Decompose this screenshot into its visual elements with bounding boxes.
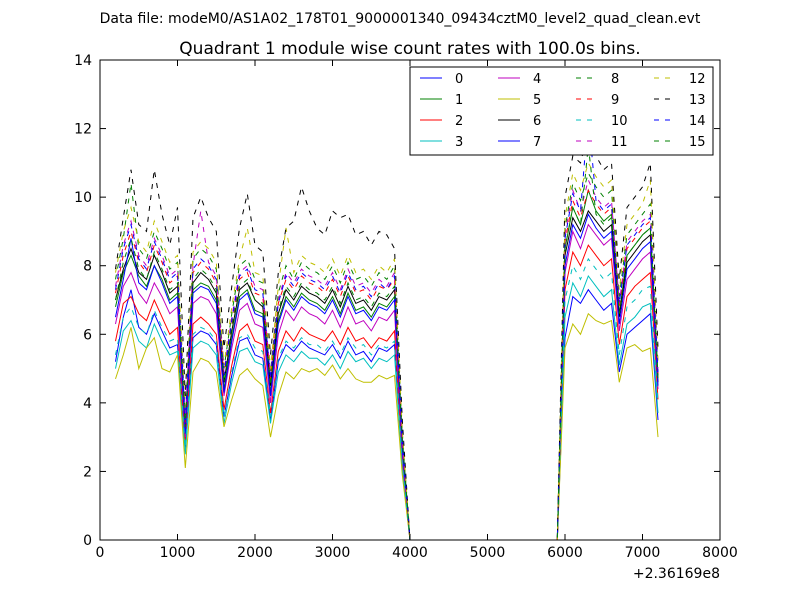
legend-label-12: 12 [689, 72, 706, 87]
series-line-9 [115, 189, 659, 541]
legend-label-14: 14 [689, 114, 706, 129]
y-tick-label: 2 [83, 464, 92, 480]
legend-label-8: 8 [611, 72, 619, 87]
legend-label-4: 4 [533, 72, 541, 87]
legend-label-1: 1 [455, 93, 463, 108]
figure-suptitle: Data file: modeM0/AS1A02_178T01_90000013… [100, 11, 701, 27]
series-line-11 [115, 178, 659, 541]
legend-label-13: 13 [689, 93, 706, 108]
series-line-10 [115, 257, 659, 541]
x-tick-label: 6000 [547, 545, 583, 561]
y-tick-label: 8 [83, 259, 92, 275]
x-tick-label: 8000 [702, 545, 738, 561]
legend-label-0: 0 [455, 72, 463, 87]
series-line-5 [115, 312, 659, 541]
y-tick-label: 0 [83, 533, 92, 549]
chart-title: Quadrant 1 module wise count rates with … [179, 39, 640, 59]
legend-label-2: 2 [455, 114, 463, 129]
x-axis: 0 1000 2000 3000 4000 5000 6000 7000 8000 [96, 60, 738, 561]
series-line-6 [115, 209, 659, 541]
x-tick-label: 1000 [160, 545, 196, 561]
legend-label-3: 3 [455, 135, 463, 150]
x-tick-label: 4000 [392, 545, 428, 561]
x-tick-label: 7000 [625, 545, 661, 561]
legend-label-5: 5 [533, 93, 541, 108]
x-axis-offset-label: +2.36169e8 [633, 566, 720, 582]
legend-label-9: 9 [611, 93, 619, 108]
series-line-3 [115, 274, 659, 541]
legend-label-10: 10 [611, 114, 628, 129]
x-tick-label: 5000 [470, 545, 506, 561]
y-tick-label: 10 [74, 190, 92, 206]
x-tick-label: 2000 [237, 545, 273, 561]
series-line-13 [115, 130, 659, 541]
series-line-7 [115, 213, 659, 541]
series-line-8 [115, 171, 659, 541]
legend-label-7: 7 [533, 135, 541, 150]
x-tick-label: 3000 [315, 545, 351, 561]
legend-label-15: 15 [689, 135, 706, 150]
y-tick-label: 6 [83, 327, 92, 343]
legend-label-11: 11 [611, 135, 628, 150]
series-line-14 [115, 114, 659, 541]
y-tick-label: 4 [83, 396, 92, 412]
series-line-1 [115, 188, 659, 541]
y-tick-label: 14 [74, 53, 92, 69]
series-line-2 [115, 244, 659, 541]
series-line-4 [115, 223, 659, 541]
plot-area [115, 114, 659, 541]
legend-label-6: 6 [533, 114, 541, 129]
series-line-15 [115, 145, 659, 541]
legend-box [409, 66, 714, 156]
series-line-12 [115, 161, 659, 541]
x-tick-label: 0 [96, 545, 105, 561]
y-tick-label: 12 [74, 122, 92, 138]
series-line-0 [115, 288, 659, 541]
